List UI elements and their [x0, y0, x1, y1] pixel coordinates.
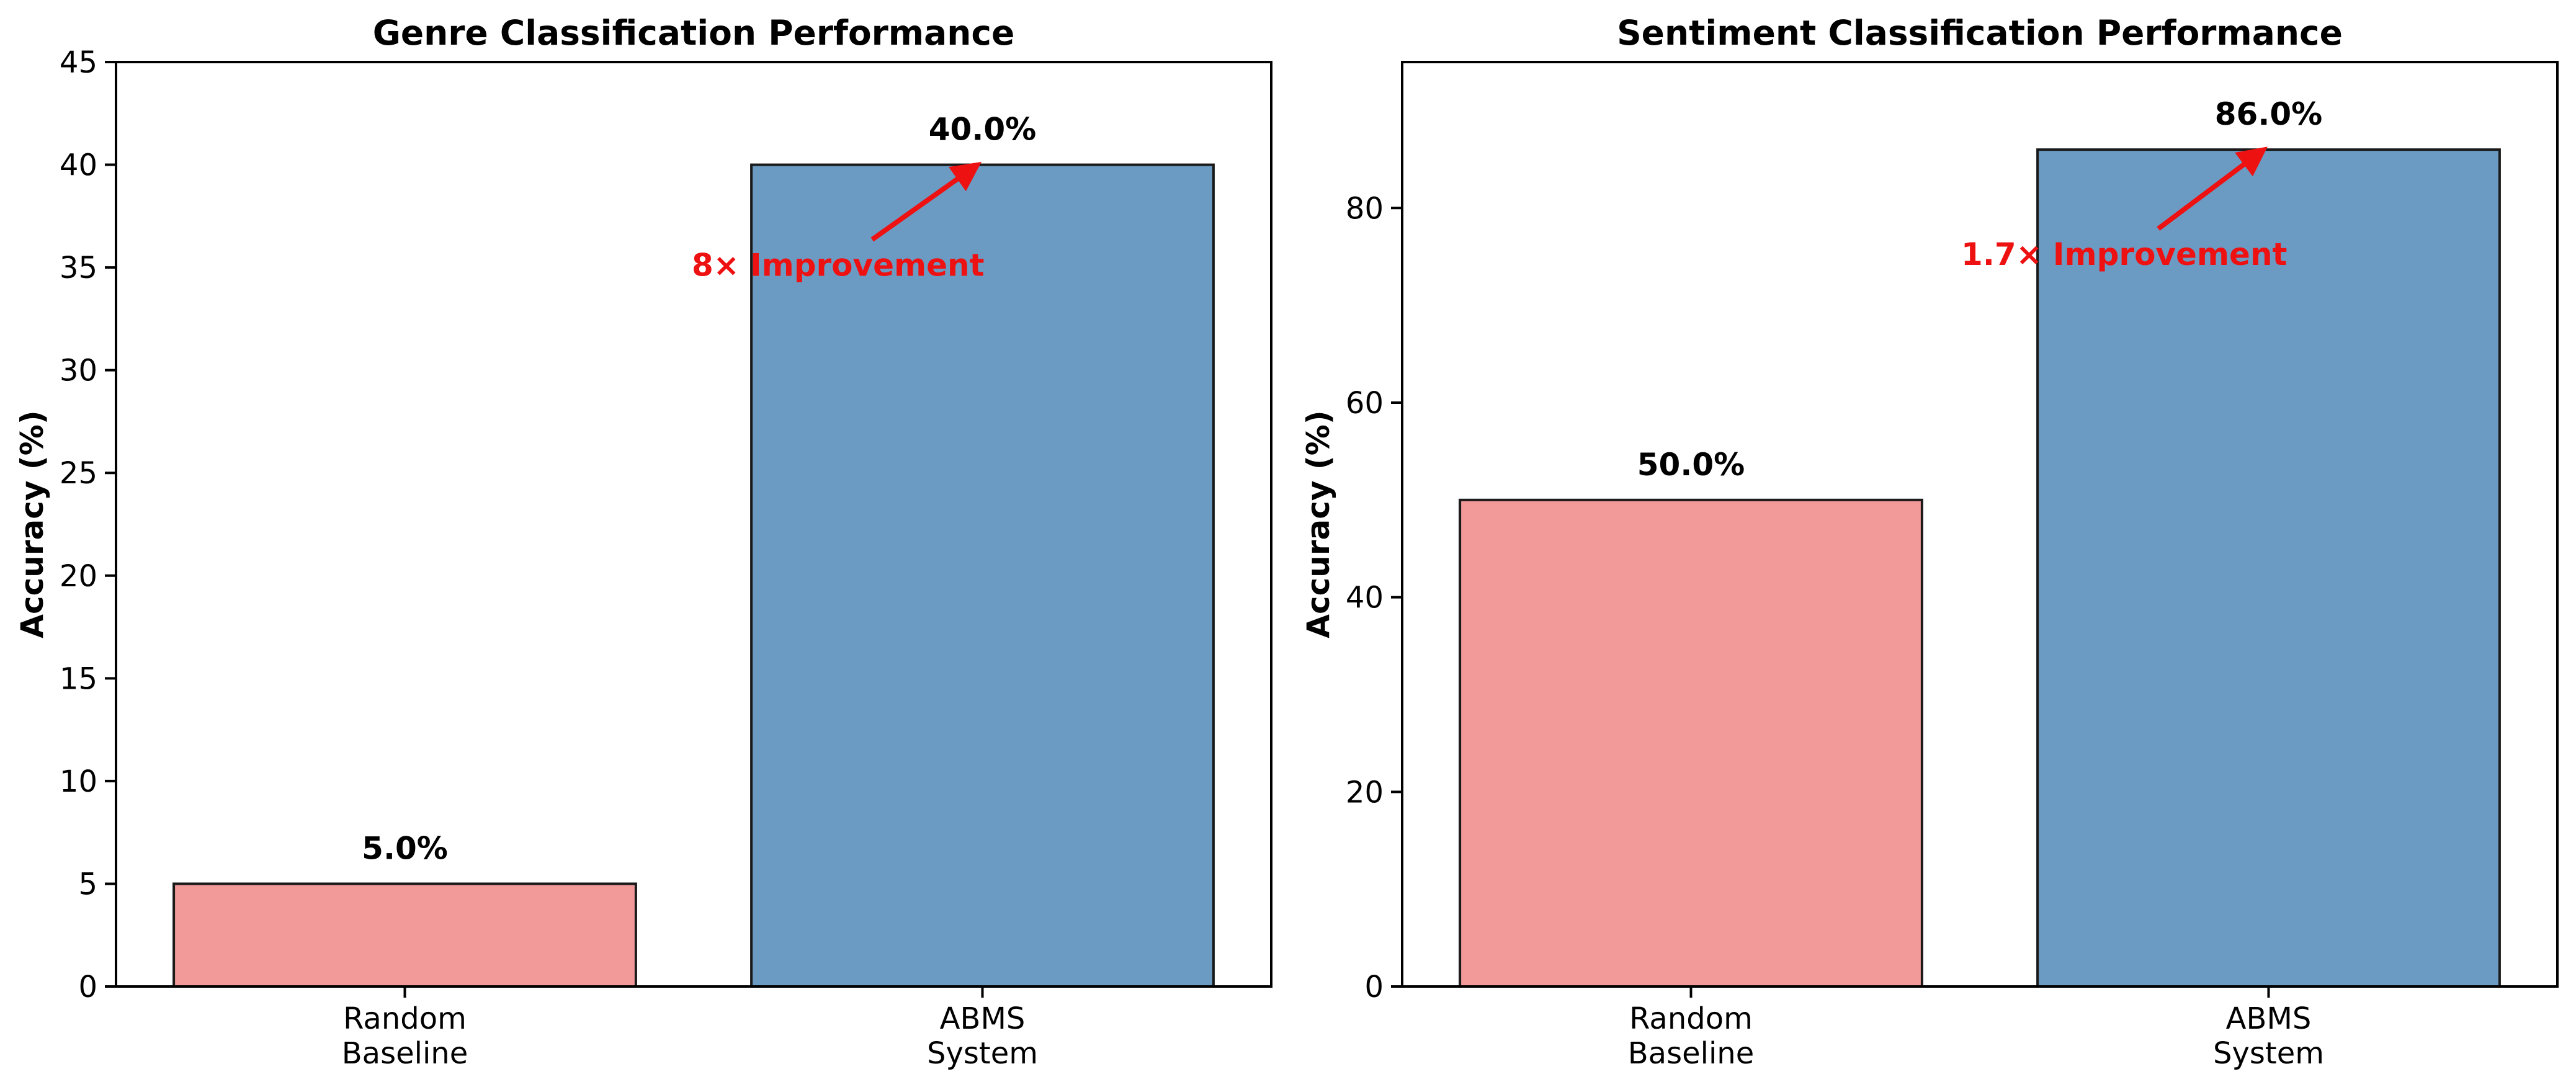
annotation-text: 1.7× Improvement [1961, 236, 2287, 272]
bar-1 [1459, 498, 1923, 988]
y-tick-label-1: 5 [78, 867, 97, 901]
chart-panel-1: 5.0% 40.0% 0 5 10 15 20 25 30 35 40 45 Random Baselin… [14, 13, 1272, 1071]
bar-2 [750, 163, 1215, 988]
y-axis-label: Accuracy (%) [14, 410, 50, 638]
bar-2 [2036, 148, 2501, 988]
bar-1 [172, 882, 637, 988]
y-tick-label-1: 20 [1346, 775, 1384, 810]
value-label-2: 40.0% [929, 112, 1036, 148]
y-tick-label-0: 0 [78, 970, 97, 1004]
y-tick-label-8: 40 [60, 148, 97, 183]
x-tick-label-1: Random Baseline [1628, 1001, 1755, 1071]
value-label-1: 50.0% [1637, 447, 1745, 483]
y-tick-label-7: 35 [60, 251, 97, 285]
value-label-1: 5.0% [362, 830, 448, 866]
chart-title: Sentiment Classification Performance [1617, 13, 2343, 53]
y-tick-label-2: 40 [1346, 581, 1384, 615]
x-tick-label-2: ABMS System [2213, 1001, 2324, 1071]
y-tick-label-0: 0 [1364, 970, 1384, 1004]
y-axis-label: Accuracy (%) [1300, 410, 1336, 638]
annotation-arrow [2157, 146, 2268, 231]
y-tick-label-4: 20 [60, 559, 97, 594]
chart-title: Genre Classification Performance [373, 13, 1015, 53]
y-tick-label-9: 45 [60, 45, 97, 80]
annotation-text: 8× Improvement [692, 248, 985, 284]
y-tick-label-5: 25 [60, 456, 97, 491]
y-tick-label-2: 10 [60, 764, 97, 799]
x-tick-label-2: ABMS System [927, 1001, 1038, 1071]
annotation-arrow [870, 161, 982, 242]
y-tick-label-3: 15 [60, 661, 97, 696]
y-tick-label-6: 30 [60, 354, 97, 388]
chart-panel-2: 50.0% 86.0% 0 20 40 60 80 Random Baseline ABMS Sys… [1300, 13, 2559, 1071]
y-tick-label-3: 60 [1346, 386, 1384, 421]
value-label-2: 86.0% [2215, 96, 2322, 132]
plot-frame [1401, 61, 2559, 988]
x-tick-label-1: Random Baseline [342, 1001, 468, 1071]
plot-frame [115, 61, 1272, 988]
y-tick-label-4: 80 [1346, 191, 1384, 226]
